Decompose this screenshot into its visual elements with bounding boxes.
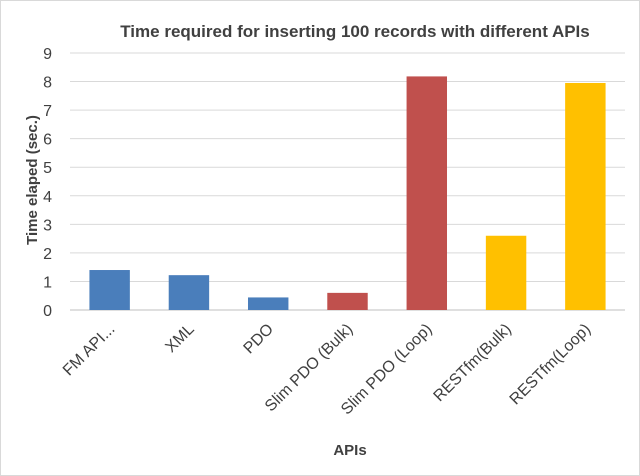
y-tick-label: 8 bbox=[43, 75, 52, 92]
y-tick-label: 0 bbox=[43, 303, 52, 320]
y-tick-label: 5 bbox=[43, 160, 52, 177]
y-tick-label: 7 bbox=[43, 103, 52, 120]
x-axis-title: APIs bbox=[333, 442, 366, 459]
x-tick-label: XML bbox=[162, 321, 197, 356]
bar bbox=[168, 275, 210, 310]
bars bbox=[89, 76, 606, 310]
y-axis-title: Time elaped (sec.) bbox=[24, 115, 41, 245]
y-axis-ticks: 0 1 2 3 4 5 6 7 8 9 bbox=[43, 46, 52, 320]
x-tick-label: RESTfm(Loop) bbox=[507, 321, 594, 408]
y-tick-label: 6 bbox=[43, 132, 52, 149]
y-tick-label: 9 bbox=[43, 46, 52, 63]
bar bbox=[327, 292, 368, 310]
x-tick-label: PDO bbox=[241, 321, 278, 358]
bar bbox=[247, 297, 289, 310]
bar bbox=[485, 235, 527, 310]
y-tick-label: 1 bbox=[43, 274, 52, 291]
gridlines bbox=[70, 52, 625, 311]
chart-title: Time required for inserting 100 records … bbox=[120, 22, 590, 41]
bar bbox=[406, 76, 448, 310]
y-tick-label: 4 bbox=[43, 189, 52, 206]
bar bbox=[89, 270, 130, 310]
y-tick-label: 3 bbox=[43, 217, 52, 234]
x-tick-label: RESTfm(Bulk) bbox=[431, 321, 515, 405]
x-tick-label: FM API... bbox=[60, 321, 119, 380]
bar bbox=[565, 82, 606, 310]
y-tick-label: 2 bbox=[43, 246, 52, 263]
